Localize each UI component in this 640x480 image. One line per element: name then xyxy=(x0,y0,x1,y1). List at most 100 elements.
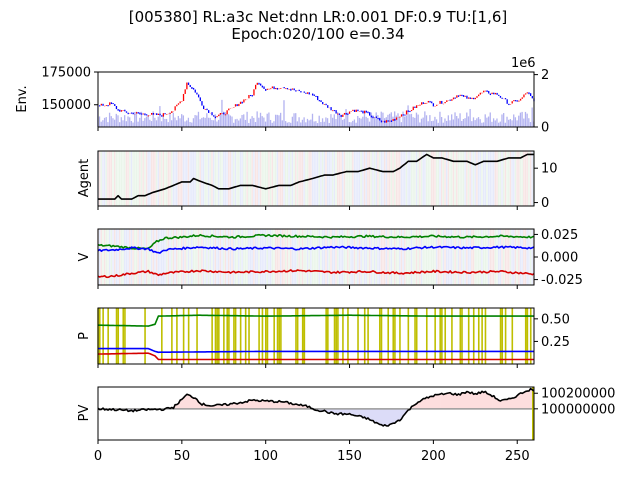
gain-area xyxy=(518,394,521,409)
gain-area xyxy=(196,400,199,409)
action-bar xyxy=(301,308,304,364)
volume-bar xyxy=(337,112,339,127)
volume-bar xyxy=(330,114,332,127)
volume-bar xyxy=(201,117,203,127)
gain-area xyxy=(212,405,215,409)
action-stripe xyxy=(477,151,480,206)
volume-bar xyxy=(400,122,403,127)
action-stripe xyxy=(397,151,399,206)
action-stripe xyxy=(115,151,118,206)
volume-bar xyxy=(467,116,470,127)
volume-bar xyxy=(139,117,141,127)
action-stripe xyxy=(434,151,436,206)
y-tick-label: -0.025 xyxy=(541,273,583,288)
action-stripe xyxy=(162,151,164,206)
action-stripe xyxy=(134,229,136,285)
volume-bar xyxy=(266,113,268,127)
action-stripe xyxy=(172,229,175,285)
loss-area xyxy=(329,408,332,413)
gain-area xyxy=(466,391,469,409)
y-tick-label: 175000 xyxy=(41,66,91,81)
action-stripe xyxy=(362,151,364,206)
gain-area xyxy=(198,401,201,409)
volume-bar xyxy=(296,121,299,127)
pv-y-label: PV xyxy=(77,405,92,422)
action-stripe xyxy=(457,229,460,285)
action-stripe xyxy=(513,151,515,206)
action-stripe xyxy=(234,151,237,206)
action-stripe xyxy=(281,151,284,206)
action-bar xyxy=(414,308,416,364)
volume-bar xyxy=(187,117,190,127)
action-stripe xyxy=(127,151,129,206)
volume-bar xyxy=(373,117,376,127)
env-price-bars xyxy=(97,82,535,123)
gain-area xyxy=(411,406,414,409)
action-stripe xyxy=(417,229,419,285)
action-stripe xyxy=(320,151,322,206)
action-stripe xyxy=(303,229,305,285)
volume-bar xyxy=(293,113,295,127)
v-plot-background xyxy=(97,229,535,285)
action-stripe xyxy=(279,151,282,206)
action-stripe xyxy=(484,229,486,285)
action-stripe xyxy=(179,229,181,285)
volume-bar xyxy=(526,113,528,127)
gain-area xyxy=(441,394,444,409)
action-stripe xyxy=(447,151,450,206)
volume-bar xyxy=(509,119,512,127)
action-bar xyxy=(216,308,218,364)
action-stripe xyxy=(456,151,458,206)
action-stripe xyxy=(446,229,448,285)
action-stripe xyxy=(266,229,268,285)
volume-bar xyxy=(358,117,361,127)
volume-bar xyxy=(519,112,522,127)
action-stripe xyxy=(499,229,502,285)
gain-area xyxy=(450,393,453,409)
volume-bar xyxy=(504,122,506,127)
action-stripe xyxy=(300,229,302,285)
volume-bar xyxy=(239,118,242,127)
gain-area xyxy=(230,403,233,409)
action-stripe xyxy=(419,229,421,285)
action-stripe xyxy=(461,151,463,206)
volume-bar xyxy=(462,119,465,127)
action-bar xyxy=(392,308,395,364)
volume-bar xyxy=(362,116,364,127)
pv-fill-areas xyxy=(98,387,535,440)
action-stripe xyxy=(117,151,119,206)
action-stripe xyxy=(523,151,525,206)
volume-bar xyxy=(425,115,428,127)
gain-area xyxy=(492,396,495,409)
gain-area xyxy=(190,396,193,409)
volume-bar xyxy=(216,121,218,127)
volume-bar xyxy=(192,118,195,127)
series-line xyxy=(98,314,534,327)
gain-area xyxy=(505,399,508,409)
action-stripe xyxy=(415,151,418,206)
action-stripe xyxy=(110,151,113,206)
action-stripe xyxy=(400,229,403,285)
volume-bar xyxy=(226,112,228,127)
volume-bar xyxy=(288,122,290,127)
volume-bar xyxy=(285,121,287,127)
chart-title-line-1: [005380] RL:a3c Net:dnn LR:0.001 DF:0.9 … xyxy=(129,8,508,26)
action-stripe xyxy=(337,229,339,285)
action-stripe xyxy=(461,229,463,285)
y-tick-label: 10 xyxy=(541,162,558,177)
action-stripe xyxy=(222,151,225,206)
volume-bar xyxy=(315,121,317,127)
action-stripe xyxy=(358,151,361,206)
gain-area xyxy=(460,393,463,409)
action-stripe xyxy=(373,151,376,206)
action-stripe xyxy=(301,229,304,285)
action-stripe xyxy=(330,151,332,206)
volume-bar xyxy=(310,119,312,127)
gain-area xyxy=(487,393,490,409)
action-stripe xyxy=(125,229,128,285)
action-bar xyxy=(218,308,220,364)
action-stripe xyxy=(147,151,149,206)
action-stripe xyxy=(469,151,471,206)
action-bar xyxy=(228,308,230,364)
volume-bar xyxy=(442,122,444,127)
